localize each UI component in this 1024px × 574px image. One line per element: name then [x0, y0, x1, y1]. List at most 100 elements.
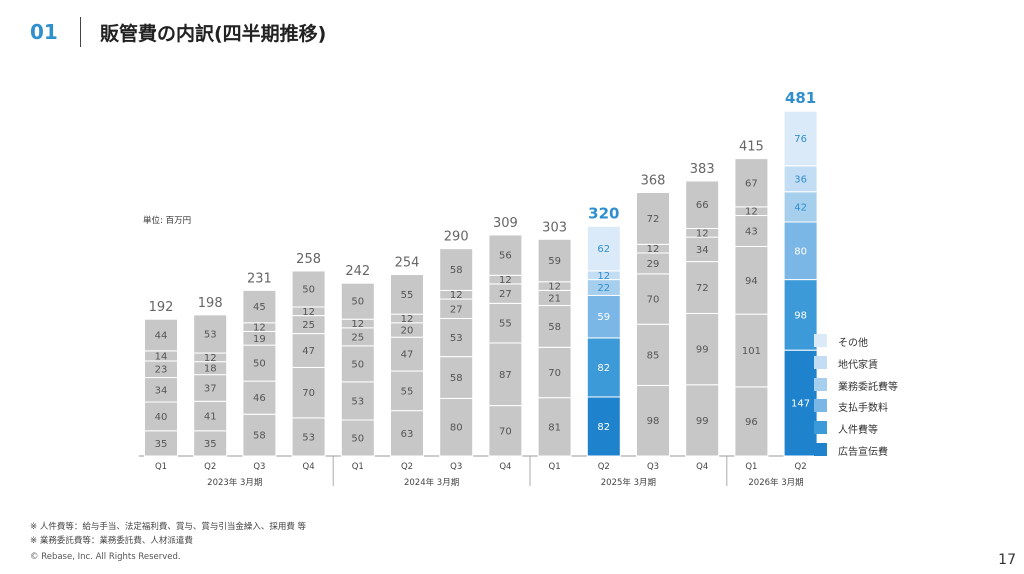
bar-total-label: 192: [149, 300, 174, 315]
bar-segment: [537, 346, 572, 399]
bar-value-label: 98: [647, 416, 660, 427]
bar-value-label: 12: [401, 314, 414, 325]
x-tick-label: Q2: [795, 462, 807, 472]
bar-segment: [488, 234, 523, 276]
bar-segment: [193, 430, 228, 457]
bar-value-label: 101: [742, 346, 761, 357]
bar-value-label: 47: [302, 346, 315, 357]
legend-swatch: [814, 377, 827, 391]
bar-segment: [242, 380, 277, 415]
legend-label: 支払手数料: [838, 403, 888, 415]
legend-swatch: [814, 442, 827, 456]
section-number: 01: [30, 20, 58, 44]
bar-segment: [439, 248, 474, 291]
bar-total-label: 254: [395, 256, 420, 271]
bar-segment: [537, 238, 572, 283]
bar-value-label: 59: [548, 256, 561, 267]
bar-value-label: 12: [597, 271, 610, 282]
bar-value-label: 55: [401, 386, 414, 397]
copyright: © Rebase, Inc. All Rights Reserved.: [30, 552, 181, 562]
bar-value-label: 70: [302, 388, 315, 399]
bar-value-label: 37: [204, 383, 217, 394]
bar-value-label: 53: [450, 333, 463, 344]
bar-value-label: 56: [499, 251, 512, 262]
bar-value-label: 70: [499, 426, 512, 437]
unit-label: 単位: 百万円: [143, 216, 192, 226]
bar-segment: [439, 356, 474, 399]
bar-value-label: 20: [401, 326, 414, 337]
x-tick-label: Q3: [253, 462, 265, 472]
x-group-label: 2023年 3月期: [207, 477, 262, 488]
x-tick-label: Q2: [204, 462, 216, 472]
bar-value-label: 19: [253, 334, 266, 345]
bar-value-label: 22: [597, 283, 610, 294]
bar-total-label: 290: [444, 230, 469, 245]
bar-total-label: 320: [588, 204, 619, 222]
bar-segment: [783, 165, 818, 193]
bar-value-label: 50: [351, 434, 364, 445]
bar-value-label: 72: [647, 214, 660, 225]
bar-segment: [783, 349, 818, 457]
bar-segment: [636, 273, 670, 325]
bar-segment: [783, 279, 818, 351]
bar-value-label: 27: [499, 289, 512, 300]
bar-value-label: 63: [401, 429, 414, 440]
legend-swatch: [814, 355, 827, 369]
bar-value-label: 96: [745, 417, 758, 428]
bar-value-label: 70: [647, 295, 660, 306]
bar-segment: [685, 384, 720, 457]
bar-value-label: 98: [794, 310, 807, 321]
bar-value-label: 58: [450, 373, 463, 384]
bar-segment: [439, 317, 474, 358]
bar-segment: [537, 305, 572, 348]
bar-segment: [636, 384, 670, 457]
bar-value-label: 44: [155, 331, 168, 342]
bar-segment: [586, 396, 621, 457]
bar-value-label: 62: [597, 244, 610, 255]
bar-value-label: 81: [548, 422, 561, 433]
bar-value-label: 80: [794, 246, 807, 257]
bar-segment: [586, 225, 621, 272]
bar-value-label: 94: [745, 276, 758, 287]
bar-value-label: 12: [499, 275, 512, 286]
bar-value-label: 99: [696, 416, 709, 427]
legend-label: 人件費等: [838, 425, 878, 437]
bar-value-label: 12: [696, 228, 709, 239]
bar-value-label: 12: [647, 244, 660, 255]
bar-segment: [340, 345, 375, 383]
bar-segment: [291, 333, 326, 368]
bar-segment: [636, 191, 670, 245]
bar-value-label: 41: [204, 412, 217, 423]
x-tick-label: Q3: [647, 462, 659, 472]
page-title: 販管費の内訳(四半期推移): [100, 23, 327, 45]
legend-label: 地代家賃: [838, 359, 878, 371]
bar-value-label: 53: [302, 432, 315, 443]
bar-segment: [340, 381, 375, 421]
bar-value-label: 58: [548, 322, 561, 333]
x-tick-label: Q1: [155, 462, 167, 472]
bar-value-label: 45: [253, 302, 266, 313]
bar-value-label: 21: [548, 293, 561, 304]
bar-value-label: 35: [204, 439, 217, 450]
bar-segment: [734, 245, 769, 315]
bar-total-label: 368: [641, 173, 666, 188]
bar-total-label: 258: [296, 252, 321, 267]
bar-value-label: 72: [696, 283, 709, 294]
x-tick-label: Q4: [303, 462, 315, 472]
bar-value-label: 70: [548, 368, 561, 379]
bar-value-label: 18: [204, 364, 217, 375]
bar-value-label: 27: [450, 304, 463, 315]
x-tick-label: Q1: [745, 462, 757, 472]
x-tick-label: Q1: [352, 462, 364, 472]
bar-value-label: 25: [351, 332, 364, 343]
bar-value-label: 12: [204, 353, 217, 364]
bar-value-label: 35: [155, 439, 168, 450]
bar-segment: [537, 397, 572, 457]
bar-total-label: 383: [690, 162, 715, 177]
x-tick-label: Q4: [696, 462, 708, 472]
x-tick-label: Q4: [499, 462, 511, 472]
x-group-label: 2026年 3月期: [748, 477, 803, 488]
bar-value-label: 50: [302, 284, 315, 295]
bar-value-label: 67: [745, 178, 758, 189]
